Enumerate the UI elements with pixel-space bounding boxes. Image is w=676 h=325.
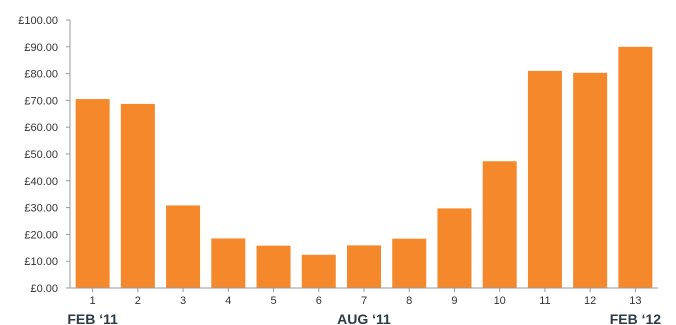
y-tick-label: £40.00 (24, 176, 58, 188)
bar-7 (347, 245, 381, 288)
x-tick-label: 9 (451, 295, 457, 307)
period-labels: FEB ‘11 AUG ‘11 FEB ‘12 (67, 311, 661, 325)
x-tick-label: 3 (180, 295, 186, 307)
bars (75, 46, 653, 289)
period-label: FEB ‘11 (67, 311, 118, 325)
x-tick-label: 8 (406, 295, 412, 307)
y-tick-label: £20.00 (24, 229, 58, 241)
x-tick-label: 12 (584, 295, 596, 307)
period-label: FEB ‘12 (610, 311, 662, 325)
x-tick-label: 13 (629, 295, 641, 307)
period-label: AUG ‘11 (337, 311, 391, 325)
bar-4 (211, 238, 246, 288)
bar-1 (75, 99, 110, 288)
bar-5 (256, 245, 291, 288)
bar-11 (527, 70, 562, 288)
y-tick-label: £30.00 (24, 203, 58, 215)
x-axis: 1 2 3 4 5 6 7 8 9 10 11 12 13 (70, 287, 658, 307)
bar-2 (120, 103, 155, 288)
x-tick-label: 4 (225, 295, 231, 307)
bar-3 (166, 205, 201, 288)
bar-6 (301, 254, 336, 288)
bar-13 (618, 46, 653, 288)
x-tick-label: 5 (270, 295, 276, 307)
y-tick-label: £10.00 (24, 256, 58, 268)
bar-10 (482, 161, 517, 288)
y-axis: £0.00 £10.00 £20.00 £30.00 £40.00 £50.00 £60.0… (18, 15, 71, 295)
y-tick-label: £0.00 (30, 283, 58, 295)
x-tick-label: 7 (361, 295, 367, 307)
x-tick-label: 6 (316, 295, 322, 307)
y-tick-label: £100.00 (18, 15, 58, 27)
y-tick-label: £50.00 (24, 149, 58, 161)
y-tick-label: £80.00 (24, 69, 58, 81)
bar-12 (573, 72, 608, 289)
x-tick-label: 11 (539, 295, 550, 307)
y-tick-label: £60.00 (24, 122, 58, 134)
bar-9 (437, 208, 472, 288)
x-tick-label: 1 (90, 295, 96, 307)
x-tick-label: 10 (494, 295, 506, 307)
bar-8 (392, 238, 427, 288)
x-tick-label: 2 (135, 295, 141, 307)
y-tick-label: £90.00 (24, 42, 58, 54)
y-tick-label: £70.00 (24, 95, 58, 107)
